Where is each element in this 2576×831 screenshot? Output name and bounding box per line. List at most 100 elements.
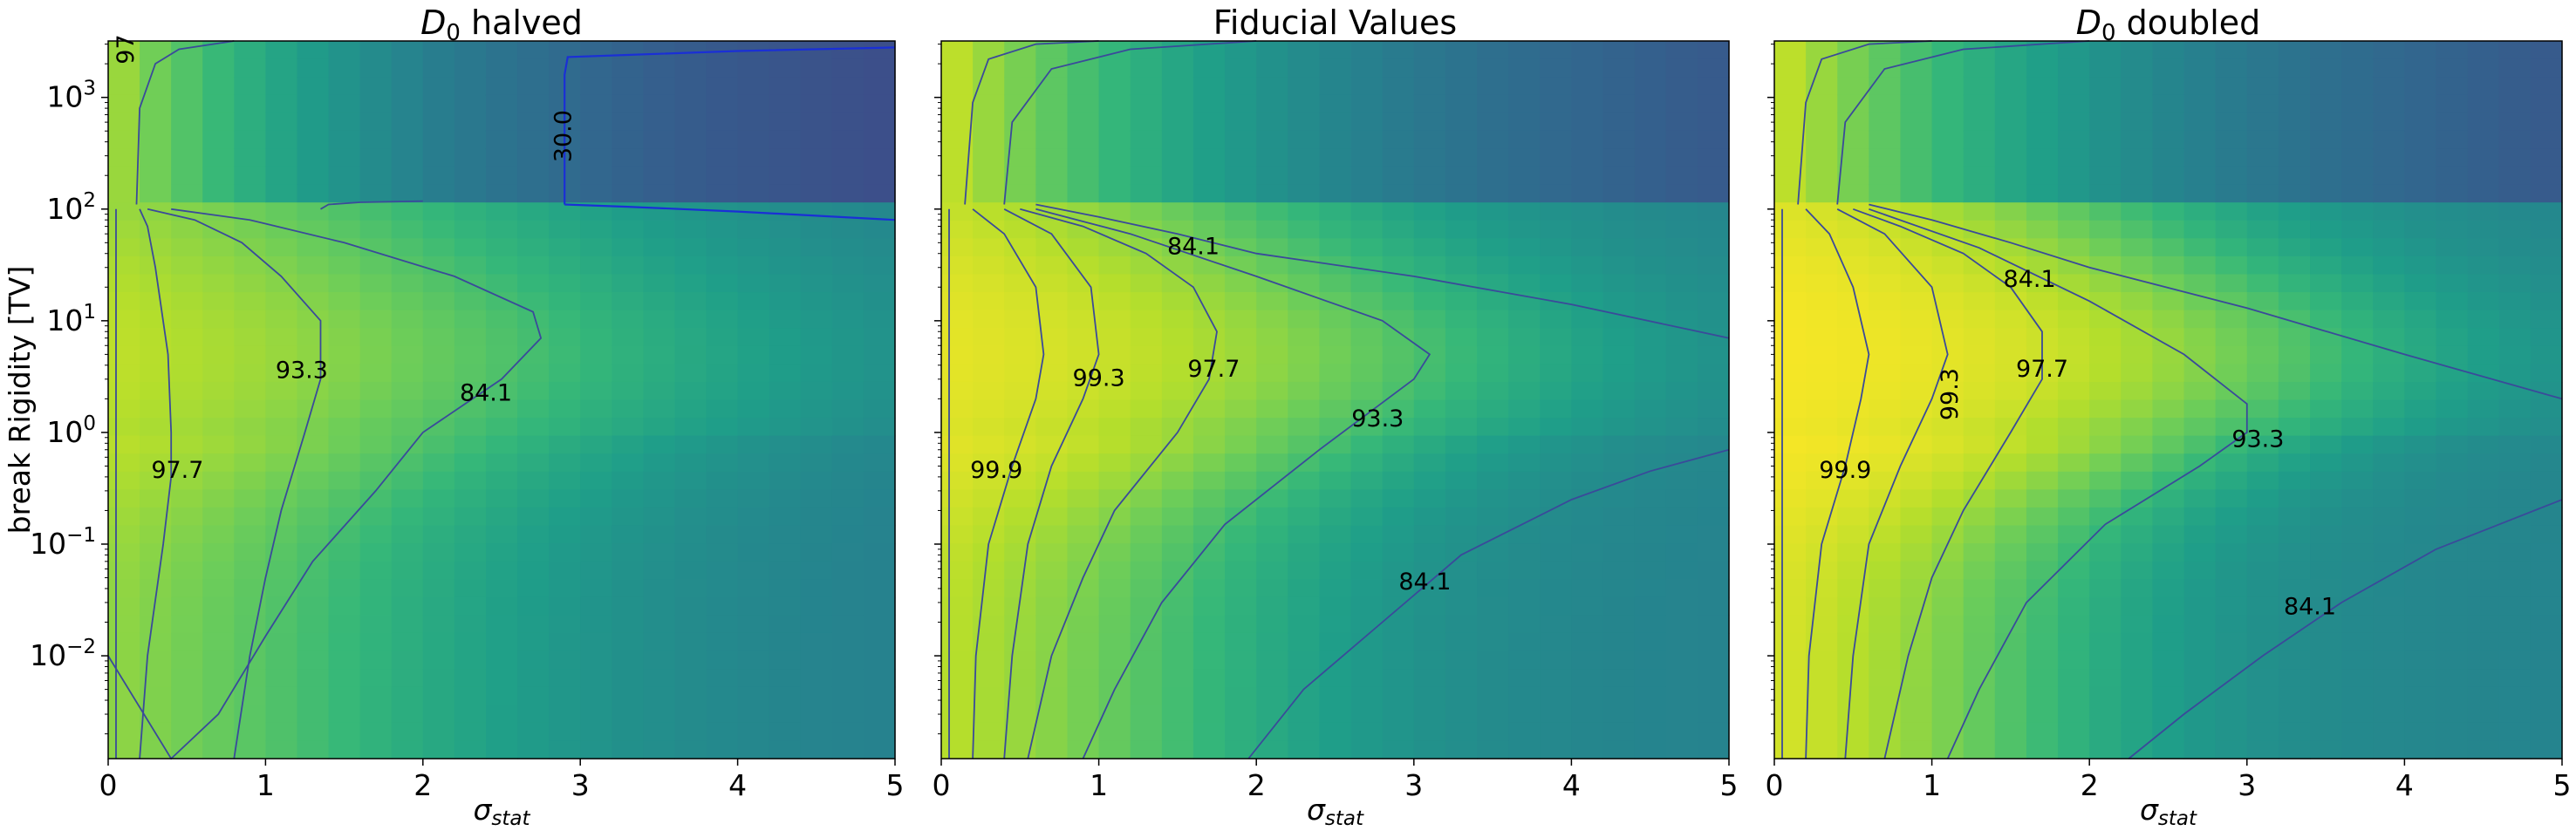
heatmap-cell [391, 255, 424, 276]
heatmap-cell [1869, 310, 1902, 329]
contour-line [1836, 208, 1949, 759]
heatmap-cell [941, 202, 974, 221]
heatmap-cell [2498, 525, 2532, 544]
heatmap-cell [2183, 310, 2217, 329]
heatmap-cell [1192, 489, 1226, 508]
heatmap-cell [2215, 274, 2248, 293]
heatmap-cell [140, 650, 172, 670]
heatmap-cell [1350, 58, 1384, 78]
heatmap-cell [1837, 148, 1869, 167]
heatmap-cell [1161, 435, 1194, 454]
heatmap-cell [1634, 705, 1667, 724]
heatmap-cell [1067, 328, 1100, 347]
heatmap-cell [328, 184, 361, 203]
heatmap-cell [2310, 112, 2342, 132]
heatmap-cell [234, 507, 266, 527]
heatmap-cell [1413, 632, 1446, 652]
heatmap-cell [863, 632, 896, 652]
heatmap-cell [2089, 148, 2122, 167]
heatmap-cell [2341, 543, 2374, 562]
heatmap-cell [1225, 220, 1257, 239]
heatmap-cell [265, 596, 298, 616]
heatmap-cell [831, 669, 864, 688]
heatmap-cell [2152, 632, 2185, 652]
heatmap-cell [1697, 435, 1730, 454]
heatmap-cell [1319, 77, 1352, 96]
heatmap-cell [454, 310, 487, 329]
heatmap-cell [2530, 292, 2563, 311]
heatmap-cell [1477, 167, 1509, 186]
heatmap-cell [1445, 220, 1478, 239]
heatmap-cell [831, 58, 864, 78]
heatmap-cell [2215, 328, 2248, 347]
heatmap-cell [517, 632, 550, 652]
heatmap-cell [1319, 184, 1352, 203]
heatmap-cell [1571, 202, 1604, 221]
heatmap-cell [1350, 130, 1384, 150]
heatmap-cell [1508, 471, 1541, 490]
heatmap-cell [612, 130, 644, 150]
heatmap-cell [831, 722, 864, 742]
heatmap-cell [2058, 167, 2090, 186]
heatmap-cell [580, 418, 612, 437]
heatmap-cell [643, 58, 676, 78]
heatmap-cell [1540, 77, 1572, 96]
heatmap-cell [422, 220, 455, 239]
heatmap-cell [737, 705, 770, 724]
heatmap-cell [328, 471, 361, 490]
heatmap-cell [1161, 740, 1194, 759]
heatmap-cell [1665, 507, 1698, 527]
heatmap-cells [108, 41, 896, 759]
heatmap-cell [202, 471, 235, 490]
heatmap-cell [108, 650, 140, 670]
heatmap-cell [1477, 669, 1509, 688]
heatmap-cell [580, 310, 612, 329]
heatmap-cell [2341, 489, 2374, 508]
heatmap-cell [1774, 148, 1807, 167]
heatmap-cell [1994, 650, 2027, 670]
heatmap-cell [612, 579, 644, 598]
heatmap-cell [1067, 543, 1100, 562]
heatmap-cell [234, 41, 266, 60]
heatmap-cell [1508, 255, 1541, 276]
heatmap-cell [1806, 579, 1838, 598]
heatmap-cell [1931, 167, 1964, 186]
heatmap-cell [2026, 255, 2059, 276]
heatmap-cell [941, 722, 974, 742]
heatmap-cell [2026, 112, 2059, 132]
heatmap-cell [1130, 471, 1163, 490]
heatmap-cell [1192, 740, 1226, 759]
heatmap-cell [1192, 579, 1226, 598]
heatmap-cell [2278, 184, 2311, 203]
heatmap-cell [769, 596, 802, 616]
heatmap-cell [2310, 77, 2342, 96]
heatmap-cell [1602, 148, 1636, 167]
heatmap-cell [2404, 310, 2437, 329]
heatmap-cell [2121, 507, 2154, 527]
heatmap-cell [1697, 740, 1730, 759]
heatmap-cell [1382, 740, 1415, 759]
heatmap-cell [1602, 112, 1636, 132]
heatmap-cell [1445, 686, 1478, 705]
heatmap-cell [831, 310, 864, 329]
heatmap-cell [1963, 507, 1996, 527]
heatmap-cell [1963, 77, 1996, 96]
heatmap-cell [2246, 381, 2279, 401]
heatmap-cell [1445, 399, 1478, 419]
heatmap-cell [1004, 220, 1036, 239]
heatmap-cell [422, 41, 455, 60]
heatmap-cell [1288, 615, 1321, 634]
heatmap-cell [1571, 471, 1604, 490]
heatmap-cell [831, 238, 864, 257]
heatmap-cell [941, 184, 974, 203]
heatmap-cell [2246, 686, 2279, 705]
heatmap-cell [234, 274, 266, 293]
heatmap-cell [1130, 167, 1163, 186]
heatmap-cell [769, 453, 802, 473]
heatmap-cell [2278, 274, 2311, 293]
heatmap-cell [2152, 381, 2185, 401]
heatmap-cell [1697, 167, 1730, 186]
heatmap-cell [422, 615, 455, 634]
heatmap-cell [1192, 77, 1226, 96]
